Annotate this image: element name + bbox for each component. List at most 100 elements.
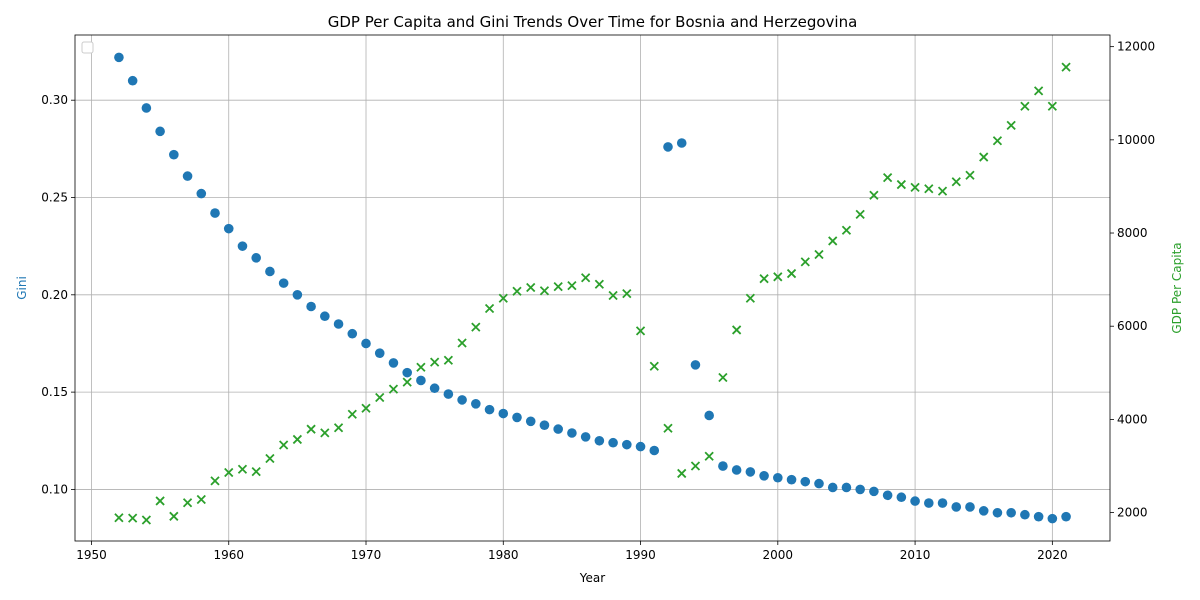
gdp-point [567,281,577,291]
gini-point [951,502,962,512]
gdp-per-capita-series [114,62,1071,525]
gini-point [704,410,714,421]
gini-point [155,126,165,137]
gini-point [223,223,234,234]
gdp-point [526,282,536,293]
gini-point [374,348,385,358]
gdp-point [141,515,152,525]
gini-point [265,266,275,277]
gini-point [553,424,563,434]
gini-point [251,253,261,263]
gini-point [471,398,481,409]
gdp-point [128,513,138,523]
gini-point [1047,513,1058,524]
right-y-tick-label: 8000 [1117,226,1148,240]
gdp-point [951,177,961,187]
gdp-point [498,293,508,303]
gdp-point [512,286,522,296]
gini-point [388,358,399,368]
gini-point [924,498,934,508]
gdp-point [224,467,234,478]
gini-point [402,367,412,378]
gdp-point [704,451,714,461]
gdp-point [182,498,193,508]
gini-point [539,420,550,431]
gdp-point [114,513,124,523]
x-tick-label: 1950 [76,548,107,562]
right-y-tick-label: 12000 [1117,40,1155,54]
gdp-point [965,170,975,180]
gdp-point [1033,86,1044,96]
gdp-point [622,288,632,299]
gini-point [1033,511,1044,522]
gdp-point [1020,101,1030,111]
x-tick-label: 2010 [900,548,931,562]
gini-point [182,171,193,181]
gini-point [512,412,522,423]
gdp-point [388,384,399,394]
gdp-point [896,179,906,190]
right-y-tick-label: 6000 [1117,319,1148,333]
left-y-tick-label: 0.10 [41,482,68,496]
gdp-point [210,476,220,486]
gdp-point [855,209,865,220]
gdp-point [457,338,467,348]
x-axis-ticks: 1950 1960 1970 1980 1990 2000 2010 2020 [76,541,1068,562]
gdp-point [608,290,618,301]
gini-point [882,490,893,501]
gini-point [416,375,426,386]
gini-point [965,502,975,512]
gdp-point [347,409,357,419]
gini-point [567,428,577,438]
x-tick-label: 1990 [625,548,656,562]
x-axis-title: Year [579,571,605,585]
right-y-axis-ticks: 2000 4000 6000 8000 10000 12000 [1110,40,1155,520]
gdp-point [869,190,879,200]
x-tick-label: 2000 [763,548,794,562]
gini-point [622,439,632,450]
legend-box [81,41,94,54]
gdp-point [745,293,755,303]
gini-point [306,301,316,312]
gdp-point [443,355,454,365]
gdp-point [279,440,289,450]
gini-point [773,472,783,483]
gini-point [663,142,673,152]
gdp-point [1061,62,1071,72]
gdp-point [430,357,440,367]
x-tick-label: 1970 [351,548,382,562]
gini-point [484,404,495,415]
gini-point [608,437,618,448]
gini-point [690,360,701,370]
gini-point [210,208,220,218]
gdp-point [333,423,344,433]
gini-point [800,476,811,487]
right-y-tick-label: 2000 [1117,506,1148,520]
gini-point [141,103,152,113]
gdp-point [635,326,646,336]
gini-point [676,138,687,148]
gdp-point [402,377,412,387]
grid-lines [75,35,1110,541]
gdp-point [169,511,179,521]
gdp-point [937,186,948,196]
gdp-point [979,152,989,162]
gini-point [320,311,330,322]
gdp-point [649,361,659,371]
left-y-tick-label: 0.25 [41,191,68,205]
gini-point [786,474,797,485]
gdp-point [1006,120,1016,131]
gini-point [333,319,344,329]
gdp-point [828,236,838,246]
gdp-point [471,322,481,332]
gini-point [978,506,989,516]
gini-point [1006,507,1016,518]
gini-point [1020,509,1030,520]
gini-point [910,496,920,506]
gdp-point [594,279,604,289]
gdp-point [361,403,371,413]
gdp-point [196,494,206,505]
gini-series [114,52,1071,524]
gdp-point [690,461,701,471]
